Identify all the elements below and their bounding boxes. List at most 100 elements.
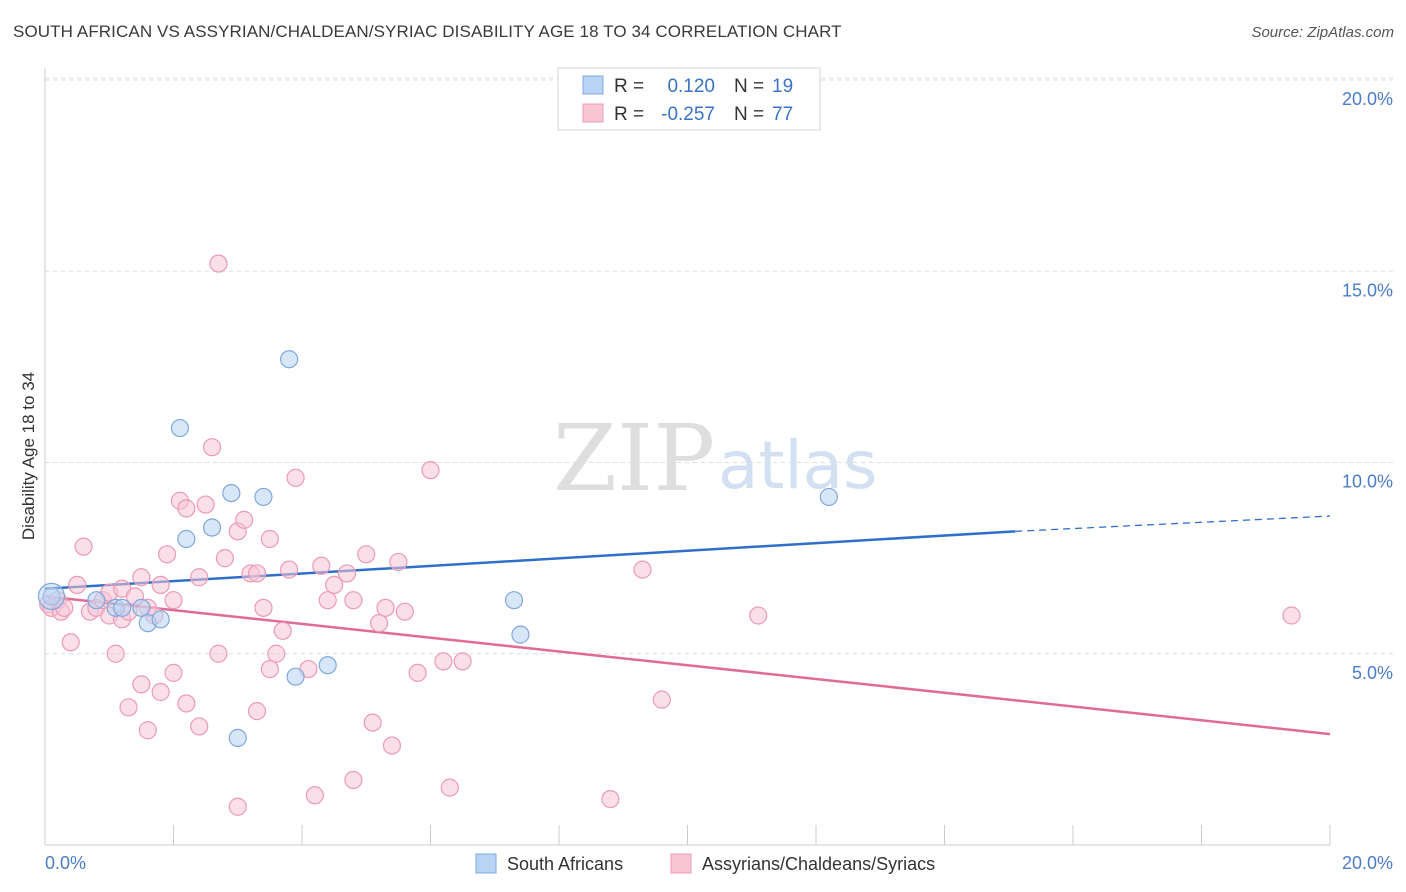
point-assyrian [337, 564, 357, 583]
point-assyrian [215, 549, 234, 568]
point-assyrian [177, 694, 196, 713]
point-south-african [132, 598, 151, 617]
point-assyrian [235, 510, 254, 529]
data-points [37, 254, 1301, 816]
point-assyrian [164, 591, 183, 610]
point-assyrian [157, 545, 177, 564]
page-title: SOUTH AFRICAN VS ASSYRIAN/CHALDEAN/SYRIA… [13, 22, 842, 41]
point-assyrian [325, 575, 344, 595]
point-south-african [87, 591, 106, 610]
point-assyrian [247, 564, 267, 583]
point-assyrian [119, 698, 138, 717]
y-tick-label: 20.0% [1342, 89, 1393, 109]
source-label: Source: ZipAtlas.com [1251, 24, 1394, 41]
point-assyrian [74, 537, 93, 556]
axes [44, 68, 1331, 846]
point-assyrian [260, 659, 279, 679]
point-assyrian [260, 529, 279, 549]
legend-r-label-blue: R = [614, 76, 644, 97]
point-assyrian [363, 713, 382, 732]
point-south-african [222, 484, 241, 503]
bottom-legend-swatch-pink [670, 853, 692, 874]
point-south-african [280, 350, 299, 369]
legend-r-value-pink: -0.257 [661, 104, 715, 125]
point-assyrian [440, 778, 459, 797]
trend-line-south-african-extension [1015, 515, 1331, 532]
point-assyrian [652, 690, 671, 709]
point-assyrian [273, 621, 292, 640]
point-assyrian [254, 598, 273, 617]
x-tick-label: 20.0% [1342, 853, 1393, 873]
point-south-african [170, 418, 190, 438]
point-assyrian [164, 663, 183, 682]
point-assyrian [190, 717, 209, 736]
point-south-african [504, 591, 524, 610]
legend-swatch-blue [582, 75, 604, 95]
point-south-african [202, 518, 222, 537]
point-assyrian [228, 797, 247, 816]
point-assyrian [382, 736, 402, 755]
y-tick-label: 5.0% [1352, 663, 1393, 683]
point-assyrian [1282, 606, 1301, 625]
point-assyrian [151, 575, 170, 595]
legend-swatch-pink [582, 103, 604, 123]
point-assyrian [357, 545, 376, 564]
bottom-legend-label-pink: Assyrians/Chaldeans/Syriacs [702, 854, 935, 874]
point-assyrian [286, 468, 305, 487]
point-assyrian [395, 602, 414, 621]
watermark-zip: ZIP [553, 405, 715, 512]
point-assyrian [196, 495, 215, 514]
point-assyrian [370, 614, 389, 633]
x-tick-label: 0.0% [45, 853, 86, 873]
point-south-african [228, 728, 247, 748]
trend-line-assyrian [44, 595, 1331, 736]
point-assyrian [633, 560, 652, 579]
point-assyrian [421, 461, 440, 480]
point-assyrian [408, 663, 427, 682]
point-assyrian [280, 560, 299, 579]
legend-n-value-pink: 77 [772, 104, 793, 125]
point-assyrian [209, 254, 228, 273]
point-assyrian [68, 575, 87, 595]
point-assyrian [202, 438, 222, 457]
point-south-african [112, 598, 132, 617]
point-assyrian [132, 675, 151, 694]
point-south-african [286, 667, 305, 686]
watermark-atlas: atlas [718, 427, 878, 504]
point-assyrian [132, 568, 151, 587]
y-tick-label: 10.0% [1342, 472, 1393, 492]
tick-labels: 5.0% 10.0% 15.0% 20.0% 0.0% 20.0% [45, 89, 1393, 873]
legend-r-label-pink: R = [614, 104, 644, 125]
point-assyrian [344, 770, 363, 790]
point-assyrian [344, 591, 363, 610]
point-assyrian [453, 652, 472, 671]
point-assyrian [151, 682, 170, 702]
trend-lines [44, 515, 1331, 736]
point-assyrian [749, 606, 768, 625]
legend: R = 0.120 N = 19 R = -0.257 N = 77 [557, 67, 821, 131]
legend-r-value-blue: 0.120 [667, 76, 715, 97]
point-assyrian [247, 702, 267, 721]
point-assyrian [601, 789, 620, 809]
point-assyrian [61, 633, 80, 652]
y-tick-label: 15.0% [1342, 280, 1393, 300]
point-assyrian [389, 552, 408, 572]
point-south-african [511, 625, 530, 644]
point-assyrian [434, 652, 453, 671]
bottom-legend-swatch-blue [475, 853, 497, 874]
point-assyrian [177, 499, 196, 518]
point-south-african [177, 529, 196, 549]
legend-n-value-blue: 19 [772, 76, 793, 97]
y-axis-label: Disability Age 18 to 34 [19, 372, 38, 540]
watermark: ZIP atlas [553, 405, 878, 512]
legend-n-label-pink: N = [734, 104, 764, 125]
point-south-african [254, 487, 273, 507]
point-south-african [37, 582, 66, 610]
bottom-legend: South Africans Assyrians/Chaldeans/Syria… [475, 853, 935, 874]
point-assyrian [376, 598, 395, 617]
point-assyrian [106, 644, 125, 663]
point-south-african [318, 656, 337, 675]
point-assyrian [209, 644, 228, 663]
point-south-african [151, 610, 170, 629]
